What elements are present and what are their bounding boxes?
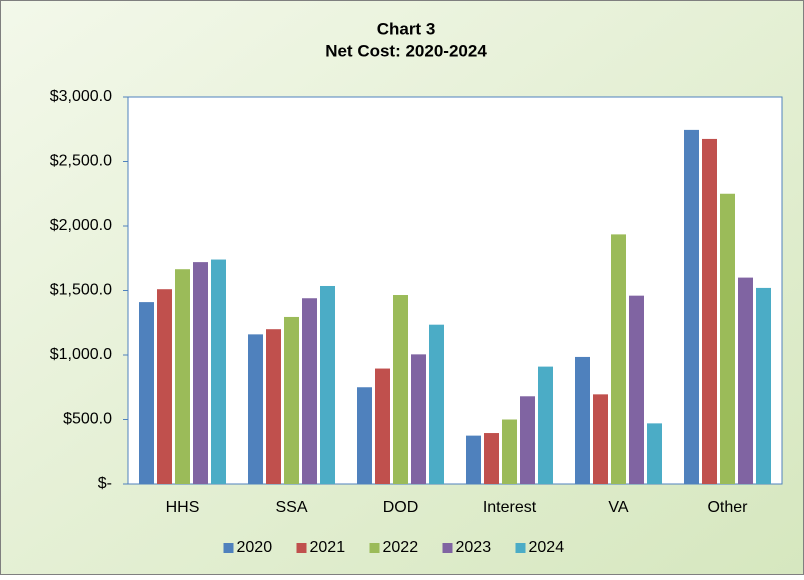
chart-title: Chart 3 <box>377 19 436 38</box>
bar <box>393 295 408 484</box>
bar <box>320 285 335 484</box>
bar <box>357 387 372 484</box>
bar <box>684 129 699 484</box>
bar <box>266 329 281 484</box>
y-tick-label: $2,500.0 <box>50 153 112 170</box>
x-tick-label: HHS <box>166 499 200 516</box>
bar <box>484 433 499 484</box>
chart-subtitle: Net Cost: 2020-2024 <box>325 41 487 60</box>
x-tick-label: SSA <box>275 499 307 516</box>
bar <box>139 302 154 484</box>
bar <box>502 419 517 484</box>
y-tick-label: $1,500.0 <box>50 282 112 299</box>
y-tick-label: $2,000.0 <box>50 217 112 234</box>
bar <box>284 316 299 484</box>
legend-label: 2024 <box>529 539 565 556</box>
legend-swatch <box>442 543 453 553</box>
x-tick-label: DOD <box>383 499 419 516</box>
bar <box>738 277 753 484</box>
bar <box>702 138 717 485</box>
x-tick-label: Interest <box>483 499 537 516</box>
x-tick-label: Other <box>707 499 748 516</box>
legend-label: 2023 <box>456 539 492 556</box>
bar <box>248 334 263 484</box>
y-tick-label: $1,000.0 <box>50 346 112 363</box>
bar <box>175 269 190 484</box>
bar <box>538 366 553 484</box>
legend-swatch <box>369 543 380 553</box>
y-tick-label: $3,000.0 <box>50 88 112 105</box>
y-tick-label: $500.0 <box>63 411 112 428</box>
y-tick-label: $- <box>98 475 112 492</box>
bar <box>611 234 626 484</box>
bar <box>193 262 208 484</box>
x-tick-label: VA <box>608 499 628 516</box>
legend-swatch <box>223 543 234 553</box>
legend-label: 2021 <box>310 539 346 556</box>
bar <box>647 423 662 484</box>
bar <box>756 287 771 484</box>
bar <box>593 394 608 484</box>
legend-label: 2022 <box>383 539 419 556</box>
bar <box>302 298 317 484</box>
bar <box>157 289 172 484</box>
bar <box>211 259 226 484</box>
bar <box>629 295 644 484</box>
legend-swatch <box>296 543 307 553</box>
bar <box>720 193 735 484</box>
plot-area <box>127 96 783 485</box>
bar <box>375 368 390 484</box>
legend-label: 2020 <box>237 539 273 556</box>
bar <box>520 396 535 484</box>
legend-swatch <box>515 543 526 553</box>
bar <box>466 435 481 484</box>
bar <box>411 354 426 484</box>
bar <box>575 356 590 484</box>
bar <box>429 324 444 484</box>
